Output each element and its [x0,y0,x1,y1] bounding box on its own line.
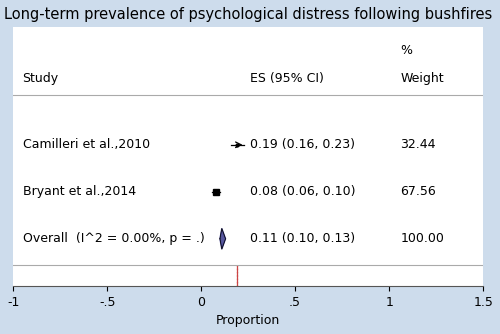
Text: Bryant et al.,2014: Bryant et al.,2014 [22,185,136,198]
Text: 100.00: 100.00 [400,232,444,245]
Text: 0.19 (0.16, 0.23): 0.19 (0.16, 0.23) [250,138,355,151]
Text: Study: Study [22,72,59,86]
Text: ES (95% CI): ES (95% CI) [250,72,324,86]
Text: Overall  (I^2 = 0.00%, p = .): Overall (I^2 = 0.00%, p = .) [22,232,204,245]
Text: 0.08 (0.06, 0.10): 0.08 (0.06, 0.10) [250,185,356,198]
Text: Weight: Weight [400,72,444,86]
Title: Long-term prevalence of psychological distress following bushfires: Long-term prevalence of psychological di… [4,7,492,22]
X-axis label: Proportion: Proportion [216,314,280,327]
Text: %: % [400,44,412,57]
Polygon shape [220,228,226,249]
Text: 32.44: 32.44 [400,138,436,151]
Text: Camilleri et al.,2010: Camilleri et al.,2010 [22,138,150,151]
Text: 67.56: 67.56 [400,185,436,198]
Text: 0.11 (0.10, 0.13): 0.11 (0.10, 0.13) [250,232,355,245]
